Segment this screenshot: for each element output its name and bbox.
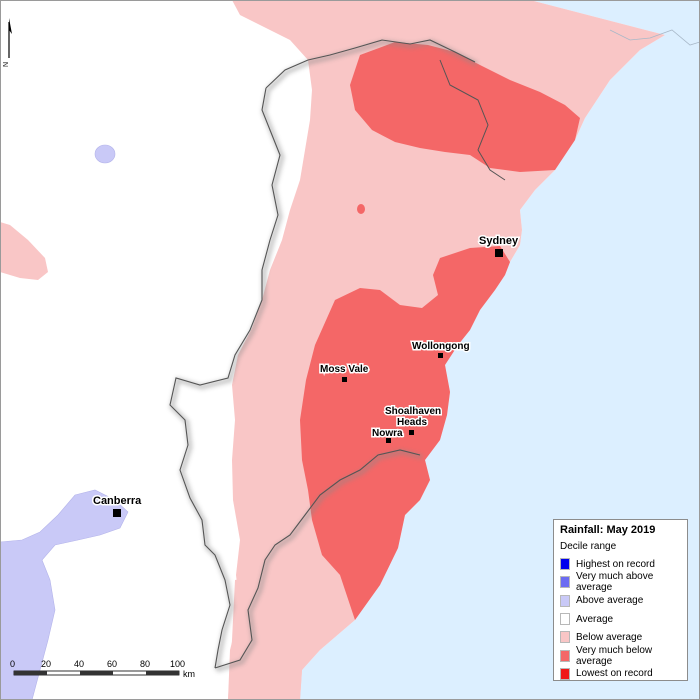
legend-item-label: Very much below average bbox=[576, 644, 653, 667]
moss-vale-marker bbox=[342, 377, 347, 382]
legend-swatch bbox=[560, 631, 570, 644]
shoalhaven-heads-label-line2: Heads bbox=[397, 417, 427, 428]
legend-item-label: Below average bbox=[576, 631, 643, 643]
legend-subtitle: Decile range bbox=[560, 541, 617, 552]
region-boundary-shadow bbox=[169, 39, 479, 673]
catchment-divider bbox=[439, 59, 506, 181]
above-average-canberra bbox=[0, 489, 129, 700]
scale-unit: km bbox=[183, 669, 195, 679]
legend-item-label: Highest on record bbox=[576, 558, 655, 570]
map-legend: Rainfall: May 2019 Decile range Highest … bbox=[553, 519, 688, 681]
legend-swatch bbox=[560, 649, 570, 662]
legend-item: Average bbox=[560, 610, 681, 628]
scale-bar-seg-5 bbox=[146, 671, 179, 675]
legend-item: Below average bbox=[560, 628, 681, 646]
shoalhaven-heads-marker bbox=[409, 430, 414, 435]
legend-swatch bbox=[560, 576, 570, 589]
legend-item: Highest on record bbox=[560, 555, 681, 573]
scale-bar-seg-3 bbox=[80, 671, 113, 675]
moss-vale-label: Moss Vale bbox=[320, 364, 369, 375]
scale-tick-40: 40 bbox=[74, 659, 84, 669]
legend-item: Lowest on record bbox=[560, 665, 681, 683]
wollongong-marker bbox=[438, 353, 443, 358]
scale-tick-100: 100 bbox=[170, 659, 185, 669]
nowra-label: Nowra bbox=[372, 428, 403, 439]
shoalhaven-heads-label-line1: Shoalhaven bbox=[385, 406, 441, 417]
legend-item: Above average bbox=[560, 592, 681, 610]
below-average-coastal-strip bbox=[228, 560, 318, 700]
legend-item-label: Average bbox=[576, 613, 614, 625]
very-much-below-average-south bbox=[300, 246, 510, 620]
legend-items: Highest on record Very much above average… bbox=[560, 555, 681, 683]
very-much-below-average-spot bbox=[357, 204, 365, 214]
above-average-spot bbox=[94, 144, 116, 164]
scale-tick-20: 20 bbox=[41, 659, 51, 669]
very-much-below-average-north bbox=[350, 42, 580, 172]
legend-swatch bbox=[560, 613, 570, 626]
sydney-label: Sydney bbox=[479, 235, 519, 247]
scale-bar: 0 20 40 60 80 100 km bbox=[10, 659, 195, 679]
coastline-ne bbox=[609, 29, 700, 46]
legend-item-label: Above average bbox=[576, 595, 644, 607]
nowra-marker bbox=[386, 438, 391, 443]
legend-item: Very much above average bbox=[560, 571, 681, 594]
legend-swatch bbox=[560, 594, 570, 607]
scale-tick-80: 80 bbox=[140, 659, 150, 669]
north-arrow-label: N bbox=[3, 62, 10, 67]
region-boundary bbox=[169, 39, 476, 669]
north-arrow: N bbox=[3, 18, 12, 67]
scale-tick-60: 60 bbox=[107, 659, 117, 669]
legend-item-label: Lowest on record bbox=[576, 668, 653, 680]
legend-item-label: Very much above average bbox=[576, 571, 654, 594]
legend-title: Rainfall: May 2019 bbox=[560, 524, 656, 536]
sydney-marker bbox=[495, 249, 503, 257]
legend-swatch bbox=[560, 667, 570, 680]
legend-swatch bbox=[560, 558, 570, 571]
wollongong-label: Wollongong bbox=[412, 341, 470, 352]
canberra-label: Canberra bbox=[93, 495, 142, 507]
below-average-west-patch bbox=[0, 222, 48, 280]
canberra-marker bbox=[113, 509, 121, 517]
legend-item: Very much below average bbox=[560, 644, 681, 667]
scale-bar-seg-1 bbox=[14, 671, 47, 675]
north-arrow-head bbox=[9, 18, 12, 34]
scale-tick-0: 0 bbox=[10, 659, 15, 669]
